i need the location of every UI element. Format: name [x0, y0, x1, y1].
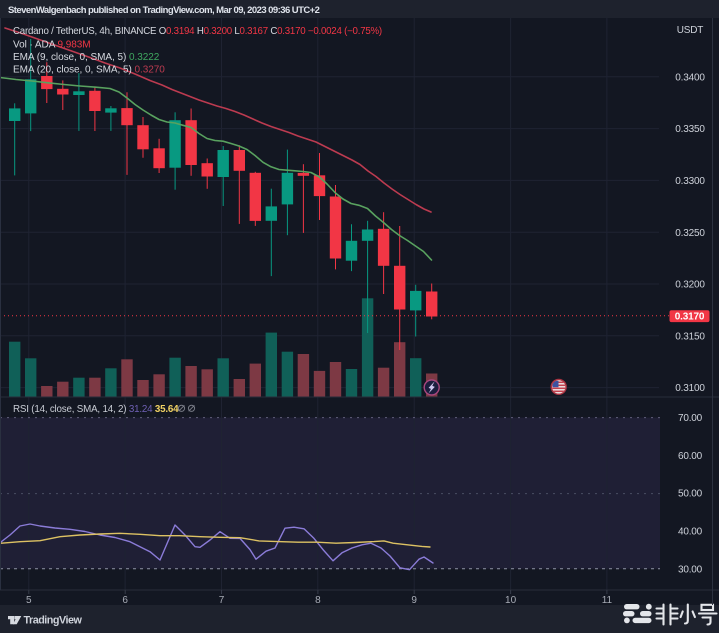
- svg-text:USDT: USDT: [677, 25, 704, 36]
- svg-text:6: 6: [122, 595, 128, 606]
- svg-text:7: 7: [219, 595, 225, 606]
- svg-text:0.3170: 0.3170: [675, 311, 705, 322]
- svg-text:0.3250: 0.3250: [675, 228, 705, 239]
- svg-text:StevenWalgenbach published on: StevenWalgenbach published on TradingVie…: [8, 5, 320, 16]
- svg-text:Vol · ADA 9.983M: Vol · ADA 9.983M: [13, 40, 91, 51]
- svg-text:30.00: 30.00: [678, 564, 703, 575]
- svg-text:8: 8: [315, 595, 321, 606]
- svg-text:0.3150: 0.3150: [675, 331, 705, 342]
- svg-text:9: 9: [411, 595, 417, 606]
- svg-text:0.3400: 0.3400: [675, 72, 705, 83]
- svg-text:70.00: 70.00: [678, 413, 703, 424]
- svg-text:0.3350: 0.3350: [675, 124, 705, 135]
- svg-text:11: 11: [602, 595, 613, 606]
- svg-text:0.3100: 0.3100: [675, 383, 705, 394]
- svg-text:EMA (20, close, 0, SMA, 5) 0.3: EMA (20, close, 0, SMA, 5) 0.3270: [13, 65, 165, 76]
- svg-text:10: 10: [505, 595, 517, 606]
- svg-text:EMA (9, close, 0, SMA, 5) 0.32: EMA (9, close, 0, SMA, 5) 0.3222: [13, 52, 160, 63]
- svg-text:0.3200: 0.3200: [675, 280, 705, 291]
- svg-text:5: 5: [26, 595, 32, 606]
- svg-text:0.3300: 0.3300: [675, 176, 705, 187]
- svg-text:RSI (14, close, SMA, 14, 2) 31: RSI (14, close, SMA, 14, 2) 31.24 35.64: [13, 404, 179, 415]
- svg-text:60.00: 60.00: [678, 451, 703, 462]
- svg-text:Cardano / TetherUS, 4h, BINANC: Cardano / TetherUS, 4h, BINANCE O0.3194 …: [13, 26, 382, 37]
- svg-text:TradingView: TradingView: [24, 615, 83, 627]
- svg-text:40.00: 40.00: [678, 527, 703, 538]
- svg-text:50.00: 50.00: [678, 489, 703, 500]
